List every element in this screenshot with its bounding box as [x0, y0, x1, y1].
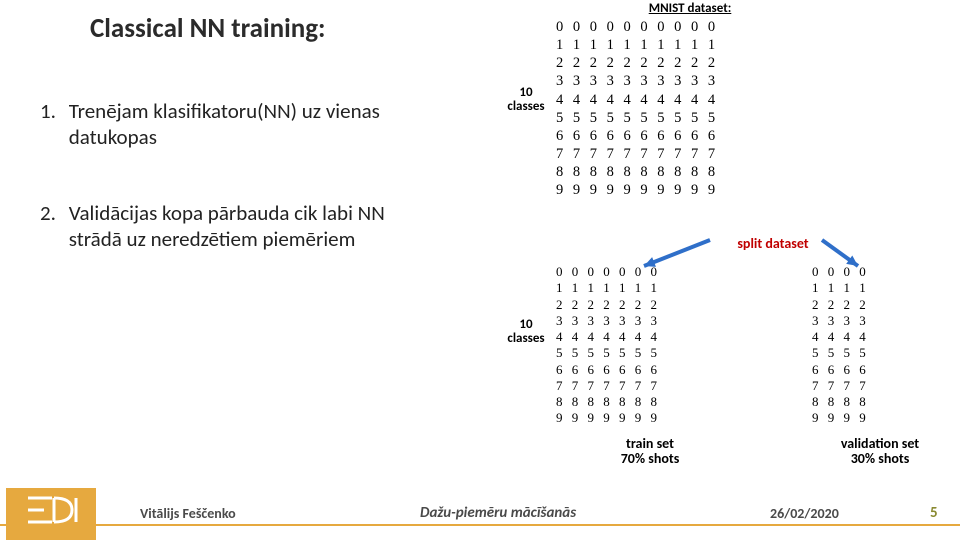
classes-label-bottom: 10classes [496, 318, 556, 347]
bullet-1-number: 1. [40, 98, 64, 124]
classes-label-top: 10classes [496, 86, 556, 115]
train-set-label: train set70% shots [580, 436, 720, 467]
split-dataset-label: split dataset [718, 236, 828, 251]
mnist-dataset-label: MNIST dataset: [620, 2, 760, 16]
bullet-2: 2. Validācijas kopa pārbauda cik labi NN… [40, 200, 429, 252]
footer-title: Dažu-piemēru mācīšanās [420, 504, 576, 522]
footer: Vitālijs Feščenko Dažu-piemēru mācīšanās… [0, 492, 960, 540]
footer-date: 26/02/2020 [770, 505, 839, 522]
footer-author: Vitālijs Feščenko [140, 505, 236, 522]
validation-set-label: validation set30% shots [810, 436, 950, 467]
bullet-2-text: Validācijas kopa pārbauda cik labi NN st… [69, 200, 429, 252]
edi-logo [6, 488, 96, 540]
bullet-2-number: 2. [40, 200, 64, 226]
bullet-1-text: Trenējam klasifikatoru(NN) uz vienas dat… [69, 98, 429, 150]
mnist-grid-valid: 0 0 0 0 1 1 1 1 2 2 2 2 3 3 3 3 4 4 4 4 … [812, 264, 869, 427]
mnist-grid-train: 0 0 0 0 0 0 0 1 1 1 1 1 1 1 2 2 2 2 2 2 … [556, 264, 660, 427]
footer-page-number: 5 [930, 504, 938, 522]
mnist-grid-full: 0 0 0 0 0 0 0 0 0 0 1 1 1 1 1 1 1 1 1 1 … [556, 18, 718, 199]
bullet-1: 1. Trenējam klasifikatoru(NN) uz vienas … [40, 98, 429, 150]
footer-bar [0, 524, 960, 526]
slide-title: Classical NN training: [90, 12, 326, 45]
